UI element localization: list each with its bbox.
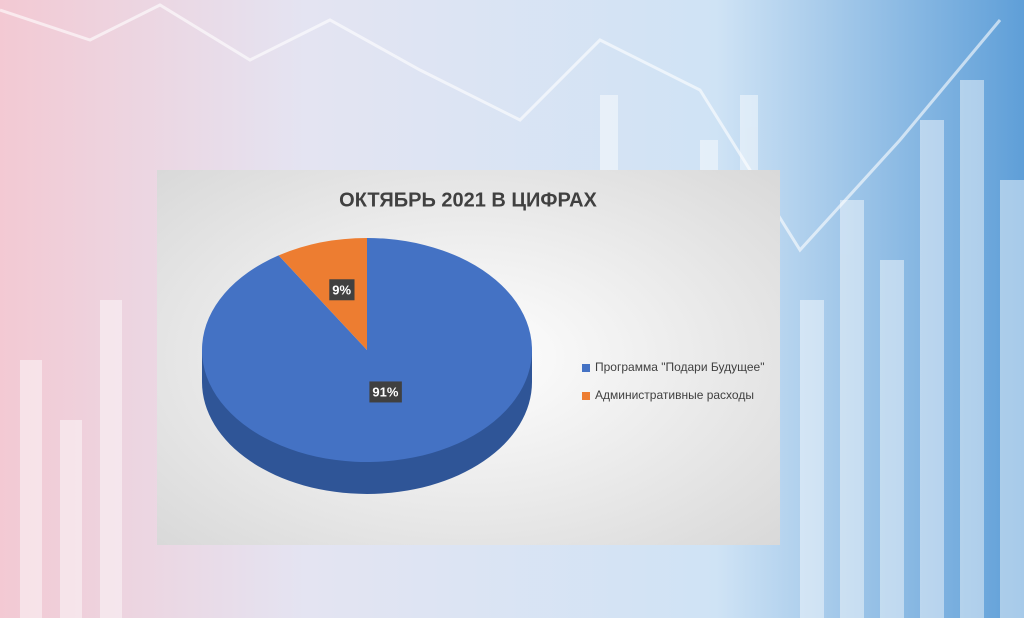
legend-swatch <box>582 364 590 372</box>
data-label: 9% <box>332 282 351 297</box>
data-label: 91% <box>372 384 398 399</box>
data-label-box <box>329 279 355 301</box>
legend-swatch <box>582 392 590 400</box>
pie-slice <box>278 238 367 350</box>
data-label-box <box>369 381 402 403</box>
chart-title: ОКТЯБРЬ 2021 В ЦИФРАХ <box>339 189 597 211</box>
legend-label: Программа "Подари Будущее" <box>595 360 764 374</box>
decor-bars <box>20 80 1024 618</box>
pie: 91% 9% <box>201 238 532 494</box>
decor-line <box>0 3 1002 253</box>
legend: Программа "Подари Будущее" Административн… <box>582 360 764 402</box>
legend-label: Административные расходы <box>595 388 754 402</box>
